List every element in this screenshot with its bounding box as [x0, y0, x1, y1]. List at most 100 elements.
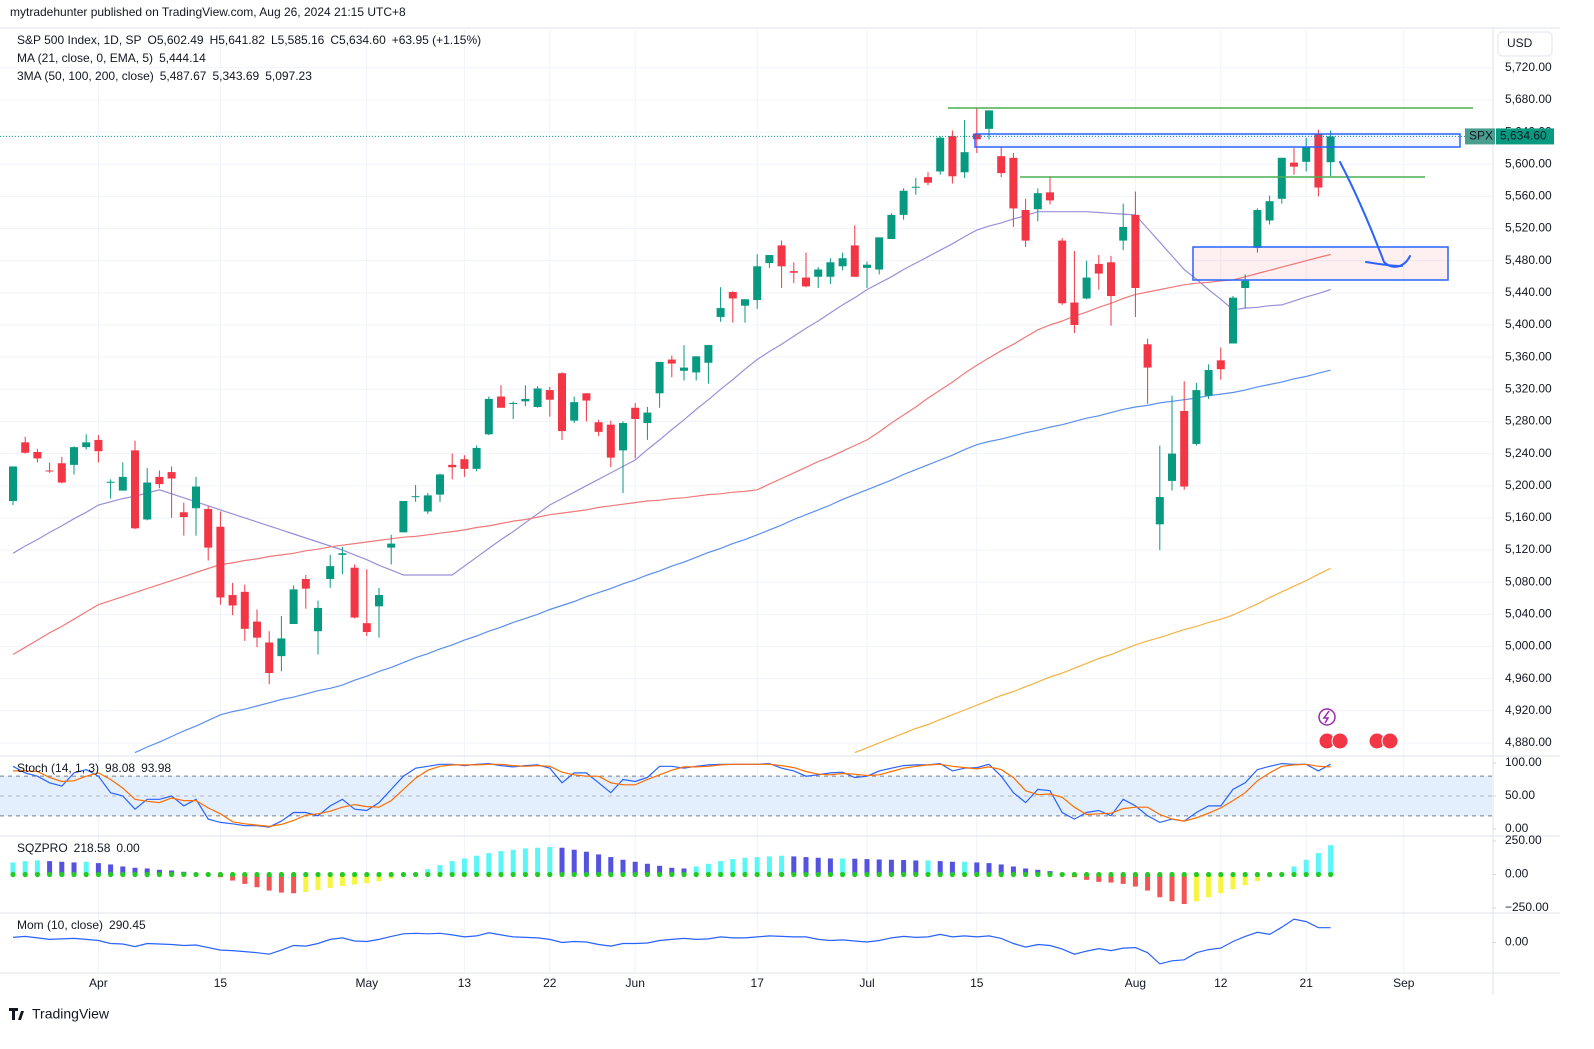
squeeze-dot: [998, 871, 1004, 878]
indicator-value: 290.45: [109, 918, 146, 932]
squeeze-dot: [1096, 871, 1102, 878]
candle-body: [301, 578, 310, 589]
y-tick-label: 5,360.00: [1505, 349, 1552, 363]
indicator-line: [12, 918, 1331, 965]
squeeze-dot: [510, 871, 516, 878]
squeeze-dot: [925, 871, 931, 878]
squeeze-dot: [913, 871, 919, 878]
y-tick-label: 5,040.00: [1505, 607, 1552, 621]
histogram-bar: [1145, 874, 1151, 891]
indicator-value: 98.08: [105, 761, 135, 775]
squeeze-dot: [95, 871, 101, 878]
x-tick-label: 12: [1214, 976, 1228, 990]
y-tick-label: 50.00: [1505, 788, 1535, 802]
candle-body: [314, 607, 322, 632]
candle-body: [545, 390, 554, 400]
squeeze-dot: [1291, 871, 1297, 878]
x-tick-label: Jul: [859, 976, 874, 990]
histogram-bar: [644, 863, 650, 875]
squeeze-dot: [34, 871, 41, 878]
histogram-bar: [437, 865, 443, 875]
candle-body: [1253, 210, 1262, 248]
candle-body: [582, 393, 591, 401]
candle-body: [375, 595, 383, 607]
candle-body: [448, 464, 457, 468]
histogram-bar: [657, 865, 663, 875]
histogram-bar: [47, 861, 53, 875]
indicator-name: Stoch (14, 1, 3): [17, 761, 99, 775]
histogram-bar: [315, 874, 321, 890]
candle-body: [631, 407, 640, 420]
candle-body: [521, 398, 530, 402]
candle-body: [265, 642, 274, 674]
squeeze-dot: [620, 871, 626, 878]
squeeze-dot: [1230, 871, 1236, 878]
histogram-bar: [486, 853, 492, 875]
y-tick-label: 0.00: [1505, 867, 1529, 881]
squeeze-dot: [364, 871, 370, 878]
squeeze-dot: [657, 871, 663, 878]
histogram-bar: [291, 874, 297, 894]
histogram-bar: [754, 857, 760, 875]
squeeze-dot: [1181, 871, 1187, 878]
ohlc-label: C5,634.60: [330, 33, 386, 47]
candle-body: [1021, 210, 1030, 241]
candle-body: [240, 591, 249, 629]
candle-body: [1046, 192, 1054, 201]
histogram-bar: [925, 860, 931, 875]
target-zone: [1192, 246, 1449, 281]
squeeze-dot: [608, 871, 614, 878]
squeeze-dot: [779, 871, 785, 878]
event-flag[interactable]: [1331, 732, 1349, 750]
y-tick-label: 5,560.00: [1505, 189, 1552, 203]
histogram-bar: [632, 861, 638, 875]
candle-body: [179, 512, 188, 518]
y-tick-label: 5,480.00: [1505, 253, 1552, 267]
candle-body: [619, 423, 627, 451]
candle-body: [423, 495, 432, 512]
candle-body: [9, 466, 17, 502]
histogram-bar: [559, 847, 565, 875]
event-flag[interactable]: [1381, 732, 1399, 750]
squeeze-dot: [1132, 871, 1138, 878]
squeeze-dot: [22, 871, 28, 878]
indicator-value: 218.58: [74, 841, 111, 855]
candle-body: [1302, 147, 1311, 162]
ohlc-label: O5,602.49: [148, 33, 204, 47]
candle-body: [399, 501, 408, 533]
histogram-bar: [583, 851, 589, 875]
squeeze-dot: [754, 871, 760, 878]
squeeze-dot: [217, 871, 223, 878]
ohlc-label: L5,585.16: [271, 33, 325, 47]
histogram-bar: [901, 860, 907, 875]
squeeze-dot: [705, 871, 712, 878]
squeeze-dot: [413, 871, 419, 878]
y-tick-label: 5,680.00: [1505, 92, 1552, 106]
squeeze-dot: [583, 871, 590, 878]
moving-average: [12, 211, 1331, 576]
candle-body: [192, 486, 200, 509]
histogram-bar: [876, 859, 882, 875]
publisher-note: mytradehunter published on TradingView.c…: [10, 5, 406, 19]
y-tick-label: 4,960.00: [1505, 671, 1552, 685]
squeeze-dot: [669, 871, 675, 878]
indicator-value: 5,343.69: [212, 69, 259, 83]
y-tick-label: 100.00: [1505, 755, 1542, 769]
candle-body: [277, 638, 286, 657]
event-icon[interactable]: [1318, 708, 1336, 726]
candle-body: [728, 292, 737, 299]
currency-box[interactable]: [1497, 31, 1553, 57]
histogram-bar: [230, 874, 236, 881]
user-drawings: [948, 107, 1473, 750]
histogram-bar: [34, 860, 40, 875]
ohlc-label: H5,641.82: [210, 33, 266, 47]
candle-body: [1168, 453, 1176, 481]
squeeze-dot: [486, 871, 492, 878]
squeeze-dot: [193, 871, 199, 878]
squeeze-dot: [1071, 871, 1077, 878]
squeeze-dot: [864, 871, 870, 878]
squeeze-dot: [59, 871, 65, 878]
indicator-line: [12, 762, 1331, 828]
histogram-bar: [571, 849, 577, 875]
